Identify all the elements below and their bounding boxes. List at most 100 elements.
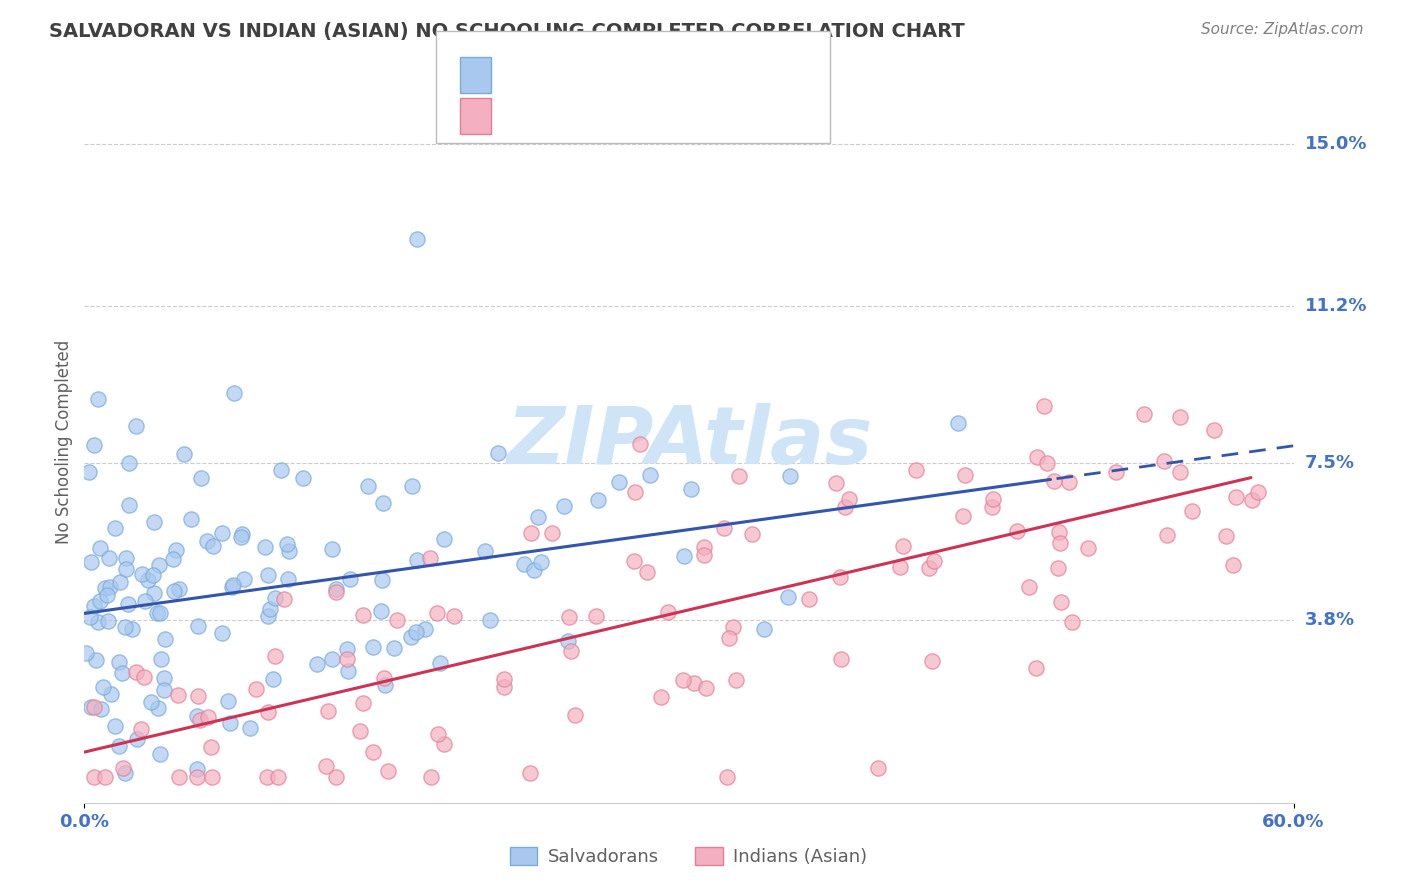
Point <box>413 622 436 636</box>
Point <box>256 770 278 784</box>
Point <box>523 562 546 576</box>
Point <box>149 747 172 762</box>
Point <box>117 597 139 611</box>
Point <box>405 624 427 639</box>
Point <box>1105 465 1128 479</box>
Point <box>693 549 716 563</box>
Point <box>89 702 111 716</box>
Point <box>1181 504 1204 518</box>
Point <box>201 770 224 784</box>
Point <box>262 672 284 686</box>
Point <box>672 549 695 563</box>
Point <box>229 530 252 544</box>
Point <box>1046 560 1069 574</box>
Point <box>1060 615 1083 629</box>
Point <box>257 705 280 719</box>
Point <box>190 713 212 727</box>
Point <box>186 709 208 723</box>
Point <box>1032 399 1054 413</box>
Point <box>316 704 339 718</box>
Point <box>981 492 1004 507</box>
Point <box>315 758 337 772</box>
Point <box>713 521 735 535</box>
Text: 11.2%: 11.2% <box>1305 296 1367 315</box>
Point <box>672 673 695 688</box>
Point <box>83 599 105 613</box>
Point <box>83 699 105 714</box>
Point <box>727 468 749 483</box>
Point <box>325 770 347 784</box>
Point <box>1047 525 1070 540</box>
Point <box>124 665 146 679</box>
Point <box>146 606 169 620</box>
Point <box>152 671 174 685</box>
Point <box>585 608 607 623</box>
Point <box>834 500 856 515</box>
Point <box>273 592 295 607</box>
Point <box>636 565 658 579</box>
Point <box>339 572 361 586</box>
Point <box>624 485 647 500</box>
Point <box>1153 454 1175 468</box>
Point <box>149 606 172 620</box>
Point <box>259 602 281 616</box>
Point <box>267 770 290 784</box>
Point <box>186 770 208 784</box>
Point <box>519 526 541 541</box>
Point <box>167 582 190 596</box>
Point <box>741 527 763 541</box>
Point <box>107 739 129 754</box>
Point <box>114 551 136 566</box>
Point <box>197 710 219 724</box>
Point <box>80 555 103 569</box>
Point <box>87 615 110 629</box>
Point <box>83 770 105 784</box>
Point <box>377 764 399 778</box>
Point <box>1049 536 1071 550</box>
Point <box>623 554 645 568</box>
Point <box>519 765 541 780</box>
Point <box>336 664 359 678</box>
Point <box>79 610 101 624</box>
Point <box>1077 541 1099 555</box>
Point <box>1025 661 1047 675</box>
Point <box>77 465 100 479</box>
Point <box>336 651 359 665</box>
Point <box>695 681 717 695</box>
Point <box>361 640 384 654</box>
Point <box>257 567 280 582</box>
Point <box>166 688 188 702</box>
Point <box>108 574 131 589</box>
Point <box>97 614 120 628</box>
Point <box>222 578 245 592</box>
Point <box>527 509 550 524</box>
Point <box>162 552 184 566</box>
Point <box>94 770 117 784</box>
Point <box>1225 491 1247 505</box>
Point <box>187 619 209 633</box>
Point <box>211 625 233 640</box>
Point <box>264 591 287 605</box>
Point <box>352 696 374 710</box>
Point <box>371 496 394 510</box>
Point <box>115 562 138 576</box>
Point <box>922 554 945 568</box>
Point <box>111 666 134 681</box>
Point <box>1133 407 1156 421</box>
Point <box>838 492 860 507</box>
Point <box>530 554 553 568</box>
Point <box>173 447 195 461</box>
Point <box>221 581 243 595</box>
Point <box>427 727 450 741</box>
Point <box>1247 484 1270 499</box>
Point <box>86 652 108 666</box>
Point <box>165 543 187 558</box>
Point <box>946 416 969 430</box>
Point <box>1222 558 1244 572</box>
Text: 7.5%: 7.5% <box>1305 454 1354 472</box>
Point <box>186 762 208 776</box>
Point <box>420 770 443 784</box>
Point <box>195 533 218 548</box>
Point <box>628 437 651 451</box>
Point <box>830 651 852 665</box>
